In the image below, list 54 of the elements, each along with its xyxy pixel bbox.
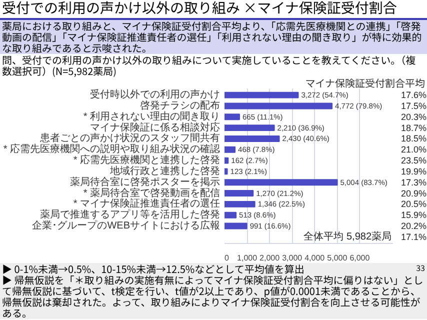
y-tick-label: 地域行政と連携した啓発 xyxy=(109,164,220,177)
x-tick-label: 1,000 xyxy=(237,254,258,262)
bar xyxy=(224,102,333,110)
bar xyxy=(224,124,275,132)
bar xyxy=(224,190,254,197)
bar xyxy=(224,212,237,218)
text: 17.6% xyxy=(400,90,426,100)
bar xyxy=(224,168,228,175)
bar xyxy=(224,114,240,120)
bar xyxy=(224,179,338,186)
text: 20.9% xyxy=(400,188,426,198)
bar xyxy=(224,222,248,230)
y-tick-label: マイナ保険証に係る相談対応 xyxy=(90,121,220,134)
y-tick-label: 啓発チラシの配布 xyxy=(140,99,220,112)
x-tick-label: 5,000 xyxy=(327,254,348,262)
chart-title: 受付での利用の声かけ以外の取り組み ×マイナ保険証受付割合 xyxy=(2,0,397,18)
annotation: マイナ保険証受付割合平均 xyxy=(305,75,425,90)
x-tick-label: 2,000 xyxy=(260,254,280,262)
text: 33 xyxy=(416,263,425,274)
text: 15.9% xyxy=(400,210,426,220)
bar xyxy=(224,135,280,142)
y-tick-label: 患者ごとの声かけ状況のスタッフ間共有 xyxy=(39,132,220,144)
x-tick-label: 3,000 xyxy=(282,254,303,262)
bar xyxy=(224,157,229,164)
y-tick-label: * 応需先医療機関への説明や取り組み状況の確認 xyxy=(3,143,220,156)
y-tick-label: * 薬局待合室で啓発動画を配信 xyxy=(83,186,220,199)
text: 問、受付での利用の声かけ以外の取り組みについて実施していることを教えてください。（複数選択可）(N=5,982薬局) xyxy=(2,52,417,78)
text: 17.1% xyxy=(400,232,426,242)
text: 20.5% xyxy=(400,199,426,210)
text: 20.3% xyxy=(400,112,426,122)
text: 21.0% xyxy=(400,144,426,155)
text: ▶ 0-1%未満→0.5%、10-15%未満→12.5%などとして平均値を算出 xyxy=(2,261,304,276)
text: 20.2% xyxy=(400,221,426,232)
chart-subtitle: 薬局における取り組みと、マイナ保険証受付割合平均より、「応需先医療機関との連携」「啓発動画の配信」「マイナ保険証推進責任者の選任」「利用されない理由の聞き取り」が特に効果的な取り組みであると示唆された。 xyxy=(2,18,425,55)
text: 18.5% xyxy=(400,134,426,144)
x-tick-label: 4,000 xyxy=(304,254,326,262)
text: 17.3% xyxy=(400,177,426,188)
y-tick-label: 薬局待合室に啓発ポスターを掲示 xyxy=(70,176,220,188)
x-tick-label: 0 xyxy=(224,254,230,262)
x-tick-label: 6,000 xyxy=(350,254,370,262)
bar xyxy=(224,92,299,98)
text: 17.5% xyxy=(400,100,426,111)
y-tick-label: * マイナ保険証推進責任者の選任 xyxy=(73,198,220,210)
y-tick-label: 企業･グループのWEBサイトにおける広報 xyxy=(32,220,220,232)
bar xyxy=(224,200,256,208)
y-tick-label: * 利用されない理由の聞き取り xyxy=(83,110,220,122)
text: 23.5% xyxy=(400,156,426,166)
text: 19.9% xyxy=(400,166,426,176)
text: 18.7% xyxy=(400,122,426,133)
y-tick-label: 薬局で推進するアプリ等を活用した啓発 xyxy=(40,208,220,221)
annotation: 全体平均 5,982薬局 xyxy=(304,230,392,242)
y-tick-label: 受付時以外での利用の声かけ xyxy=(90,88,220,101)
y-tick-label: * 応需先医療機関と連携した啓発 xyxy=(73,154,220,166)
bar xyxy=(224,146,236,153)
